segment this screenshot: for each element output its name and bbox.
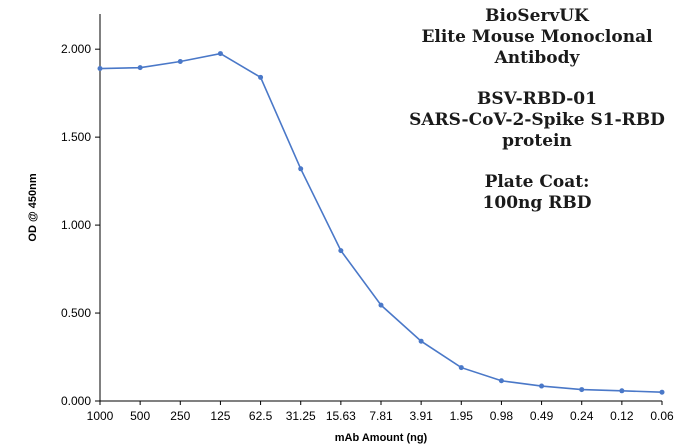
annotation-code: BSV-RBD-01 <box>477 89 597 109</box>
y-tick-label: 2.000 <box>61 42 91 56</box>
data-point <box>418 338 424 344</box>
data-point <box>579 387 585 393</box>
x-tick-label: 1000 <box>87 409 114 423</box>
data-point <box>458 365 464 371</box>
x-tick-label: 125 <box>210 409 230 423</box>
annotation-company: BioServUK <box>485 6 589 26</box>
data-point <box>619 388 625 394</box>
y-axis-ticks: 0.000 0.500 1.000 1.500 2.000 <box>61 42 100 408</box>
data-point <box>97 66 103 72</box>
data-point <box>539 383 545 389</box>
annotation-target-line1: SARS-CoV-2-Spike S1-RBD <box>409 110 665 130</box>
data-point <box>137 65 143 71</box>
data-point <box>659 389 665 395</box>
x-tick-label: 15.63 <box>326 409 356 423</box>
data-point <box>258 74 264 80</box>
x-axis-title: mAb Amount (ng) <box>335 432 428 444</box>
y-tick-label: 0.500 <box>61 306 91 320</box>
annotation-coat-line1: Plate Coat: <box>484 172 590 192</box>
series-group <box>97 51 665 395</box>
x-tick-label: 0.24 <box>570 409 594 423</box>
x-tick-label: 1.95 <box>450 409 474 423</box>
data-point <box>177 58 183 64</box>
annotation-product-line2: Antibody <box>494 48 580 68</box>
x-axis-ticks: 1000 500 250 125 62.5 31.25 15.63 7.81 3.91 1.95 0… <box>87 401 674 423</box>
y-tick-label: 0.000 <box>61 394 91 408</box>
data-point <box>217 51 223 57</box>
x-tick-label: 3.91 <box>409 409 433 423</box>
data-point <box>378 302 384 308</box>
x-tick-label: 0.49 <box>530 409 554 423</box>
annotation-product-line1: Elite Mouse Monoclonal <box>421 27 653 47</box>
x-tick-label: 0.12 <box>610 409 634 423</box>
annotation-coat-line2: 100ng RBD <box>482 193 592 213</box>
annotation-target-line2: protein <box>502 131 572 151</box>
x-tick-label: 0.98 <box>490 409 514 423</box>
data-point <box>298 166 304 172</box>
x-tick-label: 0.06 <box>650 409 674 423</box>
y-axis-title: OD @ 450nm <box>27 173 39 241</box>
data-point <box>498 378 504 384</box>
y-tick-label: 1.000 <box>61 218 91 232</box>
y-tick-label: 1.500 <box>61 130 91 144</box>
x-tick-label: 62.5 <box>249 409 273 423</box>
x-tick-label: 500 <box>130 409 150 423</box>
x-tick-label: 7.81 <box>369 409 393 423</box>
data-point <box>338 248 344 254</box>
x-tick-label: 31.25 <box>286 409 316 423</box>
chart-annotation: BioServUK Elite Mouse Monoclonal Antibod… <box>402 6 672 214</box>
x-tick-label: 250 <box>170 409 190 423</box>
